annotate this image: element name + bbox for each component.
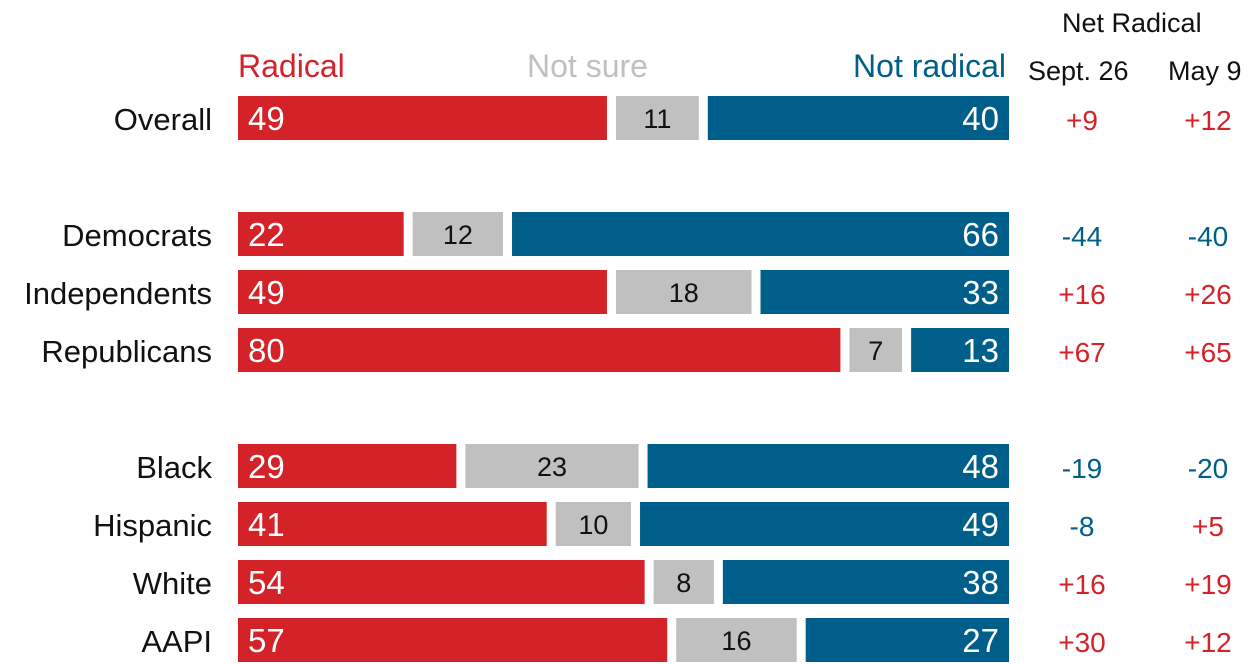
net-radical-value: -19 — [1062, 453, 1102, 484]
value-label-not-sure: 23 — [537, 452, 567, 482]
value-label-not-radical: 40 — [962, 100, 999, 137]
net-radical-value: +19 — [1184, 569, 1232, 600]
value-label-not-sure: 11 — [643, 104, 671, 134]
value-label-radical: 22 — [248, 216, 285, 253]
bar-radical — [238, 96, 607, 140]
bar-not-radical — [707, 96, 1009, 140]
value-label-not-sure: 16 — [721, 626, 751, 656]
value-label-not-sure: 10 — [578, 510, 608, 540]
net-radical-value: +12 — [1184, 105, 1232, 136]
bar-not-sure — [676, 618, 797, 662]
net-radical-value: +5 — [1192, 511, 1224, 542]
net-col-header-2: May 9 — [1168, 56, 1242, 86]
row-label: AAPI — [141, 624, 212, 659]
bar-not-sure — [615, 270, 752, 314]
bar-not-sure — [849, 328, 903, 372]
net-radical-value: -20 — [1188, 453, 1228, 484]
net-radical-header: Net Radical — [1062, 8, 1202, 38]
bar-not-radical — [647, 444, 1009, 488]
bar-radical — [238, 618, 668, 662]
row-label: Independents — [24, 276, 212, 311]
value-label-not-radical: 49 — [962, 506, 999, 543]
bar-radical — [238, 502, 547, 546]
bar-not-radical — [512, 212, 1009, 256]
value-label-radical: 29 — [248, 448, 285, 485]
legend-radical: Radical — [238, 48, 345, 84]
net-radical-value: +12 — [1184, 627, 1232, 658]
bar-not-radical — [640, 502, 1009, 546]
net-col-header-1: Sept. 26 — [1028, 56, 1129, 86]
net-radical-value: +16 — [1058, 279, 1106, 310]
value-label-radical: 49 — [248, 100, 285, 137]
value-label-radical: 54 — [248, 564, 285, 601]
row-label: White — [133, 566, 212, 601]
value-label-radical: 57 — [248, 622, 285, 659]
value-label-not-radical: 66 — [962, 216, 999, 253]
bar-radical — [238, 270, 607, 314]
bar-not-sure — [653, 560, 714, 604]
bar-not-radical — [805, 618, 1009, 662]
row-label: Hispanic — [93, 508, 212, 543]
bar-not-sure — [555, 502, 632, 546]
row-label: Republicans — [41, 334, 212, 369]
bar-radical — [238, 328, 841, 372]
value-label-not-sure: 7 — [868, 336, 883, 366]
bar-radical — [238, 560, 645, 604]
value-label-not-radical: 38 — [962, 564, 999, 601]
net-radical-value: +26 — [1184, 279, 1232, 310]
value-label-radical: 49 — [248, 274, 285, 311]
bar-radical — [238, 212, 404, 256]
net-radical-value: +30 — [1058, 627, 1106, 658]
value-label-not-sure: 18 — [669, 278, 699, 308]
bar-not-sure — [615, 96, 699, 140]
net-radical-value: +67 — [1058, 337, 1106, 368]
value-label-radical: 41 — [248, 506, 285, 543]
row-label: Black — [136, 450, 212, 485]
net-radical-value: +9 — [1066, 105, 1098, 136]
net-radical-value: -40 — [1188, 221, 1228, 252]
net-radical-value: +65 — [1184, 337, 1232, 368]
legend-not-sure: Not sure — [527, 48, 648, 84]
value-label-radical: 80 — [248, 332, 285, 369]
net-radical-value: +16 — [1058, 569, 1106, 600]
value-label-not-radical: 33 — [962, 274, 999, 311]
value-label-not-radical: 27 — [962, 622, 999, 659]
net-radical-value: -44 — [1062, 221, 1102, 252]
bar-radical — [238, 444, 457, 488]
value-label-not-radical: 48 — [962, 448, 999, 485]
value-label-not-radical: 13 — [962, 332, 999, 369]
value-label-not-sure: 12 — [443, 220, 473, 250]
bar-not-sure — [465, 444, 639, 488]
bar-not-radical — [911, 328, 1009, 372]
row-label: Democrats — [62, 218, 212, 253]
value-label-not-sure: 8 — [676, 568, 691, 598]
net-radical-value: -8 — [1070, 511, 1095, 542]
bar-not-radical — [760, 270, 1009, 314]
bar-not-sure — [412, 212, 504, 256]
bar-not-radical — [722, 560, 1009, 604]
row-label: Overall — [114, 102, 212, 137]
legend-not-radical: Not radical — [853, 48, 1006, 84]
